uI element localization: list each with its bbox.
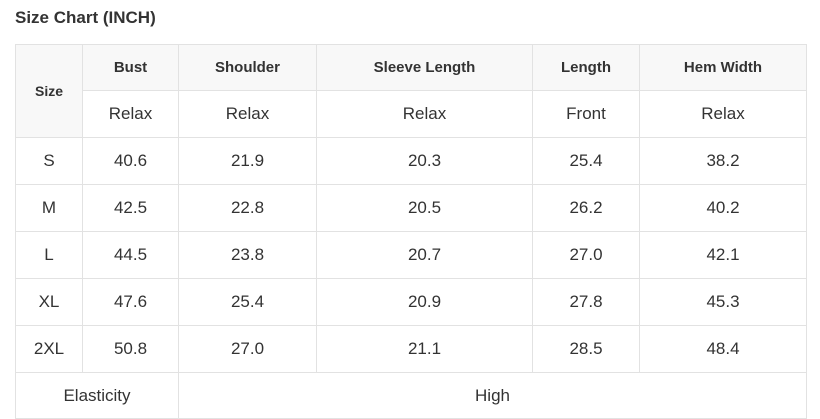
header-row: Size Bust Shoulder Sleeve Length Length Hem … xyxy=(15,44,807,138)
value-cell: 40.2 xyxy=(639,184,807,232)
column-header: Hem Width xyxy=(639,44,807,91)
value-cell: 38.2 xyxy=(639,137,807,185)
column-header: Length xyxy=(532,44,640,91)
column-header: Sleeve Length xyxy=(316,44,533,91)
value-cell: 25.4 xyxy=(178,278,317,326)
column-subheader: Relax xyxy=(178,90,317,138)
value-cell: 27.8 xyxy=(532,278,640,326)
table-row: S 40.6 21.9 20.3 25.4 38.2 xyxy=(15,137,807,185)
value-cell: 42.1 xyxy=(639,231,807,279)
page-title: Size Chart (INCH) xyxy=(15,8,156,27)
elasticity-value: High xyxy=(178,372,807,419)
table-row: L 44.5 23.8 20.7 27.0 42.1 xyxy=(15,231,807,279)
value-cell: 21.1 xyxy=(316,325,533,373)
value-cell: 21.9 xyxy=(178,137,317,185)
value-cell: 50.8 xyxy=(82,325,179,373)
value-cell: 44.5 xyxy=(82,231,179,279)
value-cell: 20.7 xyxy=(316,231,533,279)
size-cell: XL xyxy=(15,278,83,326)
value-cell: 26.2 xyxy=(532,184,640,232)
elasticity-label: Elasticity xyxy=(15,372,179,419)
column-header: Shoulder xyxy=(178,44,317,91)
value-cell: 47.6 xyxy=(82,278,179,326)
size-cell: S xyxy=(15,137,83,185)
value-cell: 22.8 xyxy=(178,184,317,232)
size-cell: 2XL xyxy=(15,325,83,373)
elasticity-row: Elasticity High xyxy=(15,372,807,419)
size-cell: L xyxy=(15,231,83,279)
subheader-row: Relax Relax Relax Front Relax xyxy=(16,90,807,138)
value-cell: 25.4 xyxy=(532,137,640,185)
column-subheader: Relax xyxy=(639,90,807,138)
size-cell: M xyxy=(15,184,83,232)
value-cell: 27.0 xyxy=(178,325,317,373)
value-cell: 45.3 xyxy=(639,278,807,326)
value-cell: 28.5 xyxy=(532,325,640,373)
value-cell: 23.8 xyxy=(178,231,317,279)
column-subheader: Relax xyxy=(316,90,533,138)
value-cell: 20.3 xyxy=(316,137,533,185)
value-cell: 48.4 xyxy=(639,325,807,373)
column-subheader: Relax xyxy=(82,90,179,138)
table-row: M 42.5 22.8 20.5 26.2 40.2 xyxy=(15,184,807,232)
value-cell: 27.0 xyxy=(532,231,640,279)
size-chart-table: Size Bust Shoulder Sleeve Length Length Hem … xyxy=(15,44,807,419)
value-cell: 42.5 xyxy=(82,184,179,232)
table-row: 2XL 50.8 27.0 21.1 28.5 48.4 xyxy=(15,325,807,373)
column-header: Bust xyxy=(82,44,179,91)
value-cell: 40.6 xyxy=(82,137,179,185)
table-row: XL 47.6 25.4 20.9 27.8 45.3 xyxy=(15,278,807,326)
value-cell: 20.5 xyxy=(316,184,533,232)
column-subheader: Front xyxy=(532,90,640,138)
size-header: Size xyxy=(15,44,83,138)
value-cell: 20.9 xyxy=(316,278,533,326)
